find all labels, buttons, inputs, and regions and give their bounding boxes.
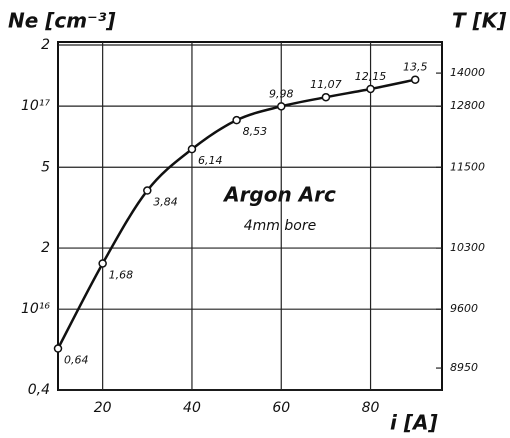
annotation: Argon Arc — [222, 183, 336, 207]
data-point — [321, 92, 331, 102]
data-point — [187, 144, 197, 154]
data-label: 8,53 — [243, 125, 268, 138]
data-point — [232, 115, 241, 125]
data-point — [410, 75, 420, 84]
data-label: 13,5 — [403, 61, 428, 74]
y2-tick-label: 10300 — [450, 241, 485, 254]
data-label: 6,14 — [198, 154, 223, 167]
y-tick-label: 10¹⁶ — [21, 301, 50, 317]
y2-tick-label: 12800 — [450, 99, 485, 112]
data-label: 11,07 — [310, 78, 342, 91]
y-tick-label: 2 — [41, 240, 50, 256]
data-point — [98, 259, 107, 268]
x-tick-label: 60 — [272, 400, 290, 416]
data-point — [277, 102, 286, 111]
y2-tick-label: 9600 — [450, 302, 478, 315]
y2-tick-label: 11500 — [450, 160, 485, 173]
x-tick-label: 20 — [94, 400, 112, 416]
y2-axis-label: T [K] — [452, 9, 506, 33]
x-axis-label: i [A] — [390, 411, 438, 435]
plot-frame — [57, 41, 443, 391]
data-label: 1,68 — [109, 268, 133, 281]
data-label: 3,84 — [153, 196, 178, 209]
y-tick-label: 10¹⁷ — [21, 98, 50, 114]
data-label: 12,15 — [355, 70, 387, 83]
curve — [56, 78, 416, 350]
y2-tick-label: 14000 — [450, 66, 485, 79]
x-tick-label: 40 — [183, 400, 201, 416]
y-tick-label: 5 — [41, 159, 50, 175]
annotation: 4mm bore — [244, 218, 316, 234]
data-label: 9,98 — [269, 87, 294, 100]
y2-tick-label: 8950 — [450, 361, 478, 374]
data-point — [53, 344, 63, 353]
data-label: 0,64 — [64, 354, 89, 367]
y-tick-label: 2 — [41, 37, 50, 53]
data-point — [143, 186, 152, 195]
y-axis-label: Ne [cm⁻³] — [8, 9, 116, 33]
x-tick-label: 80 — [362, 400, 380, 416]
y-tick-label: 0,4 — [28, 382, 50, 398]
data-point — [366, 84, 375, 94]
